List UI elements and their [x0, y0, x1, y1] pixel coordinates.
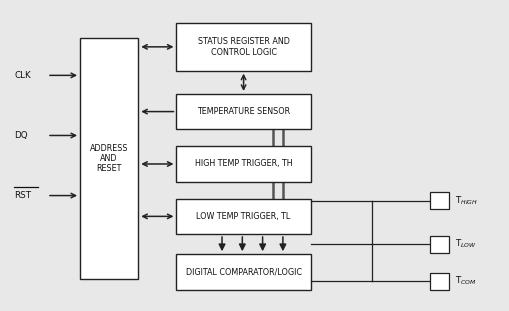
- Text: T$_{LOW}$: T$_{LOW}$: [455, 238, 476, 250]
- Text: CLK: CLK: [14, 71, 31, 80]
- Text: ADDRESS
AND
RESET: ADDRESS AND RESET: [90, 144, 128, 174]
- Text: DIGITAL COMPARATOR/LOGIC: DIGITAL COMPARATOR/LOGIC: [185, 267, 301, 276]
- Text: TEMPERATURE SENSOR: TEMPERATURE SENSOR: [196, 107, 290, 116]
- Text: T$_{HIGH}$: T$_{HIGH}$: [455, 195, 477, 207]
- Text: HIGH TEMP TRIGGER, TH: HIGH TEMP TRIGGER, TH: [194, 160, 292, 169]
- FancyBboxPatch shape: [176, 94, 310, 129]
- Text: DQ: DQ: [14, 131, 27, 140]
- FancyBboxPatch shape: [176, 23, 310, 71]
- FancyBboxPatch shape: [176, 254, 310, 290]
- Text: RST: RST: [14, 191, 31, 200]
- Text: LOW TEMP TRIGGER, TL: LOW TEMP TRIGGER, TL: [196, 212, 290, 221]
- FancyBboxPatch shape: [176, 146, 310, 182]
- Text: STATUS REGISTER AND
CONTROL LOGIC: STATUS REGISTER AND CONTROL LOGIC: [197, 37, 289, 57]
- Text: T$_{COM}$: T$_{COM}$: [455, 275, 476, 287]
- FancyBboxPatch shape: [429, 193, 448, 209]
- FancyBboxPatch shape: [176, 199, 310, 234]
- FancyBboxPatch shape: [429, 236, 448, 253]
- FancyBboxPatch shape: [429, 273, 448, 290]
- FancyBboxPatch shape: [80, 38, 138, 279]
